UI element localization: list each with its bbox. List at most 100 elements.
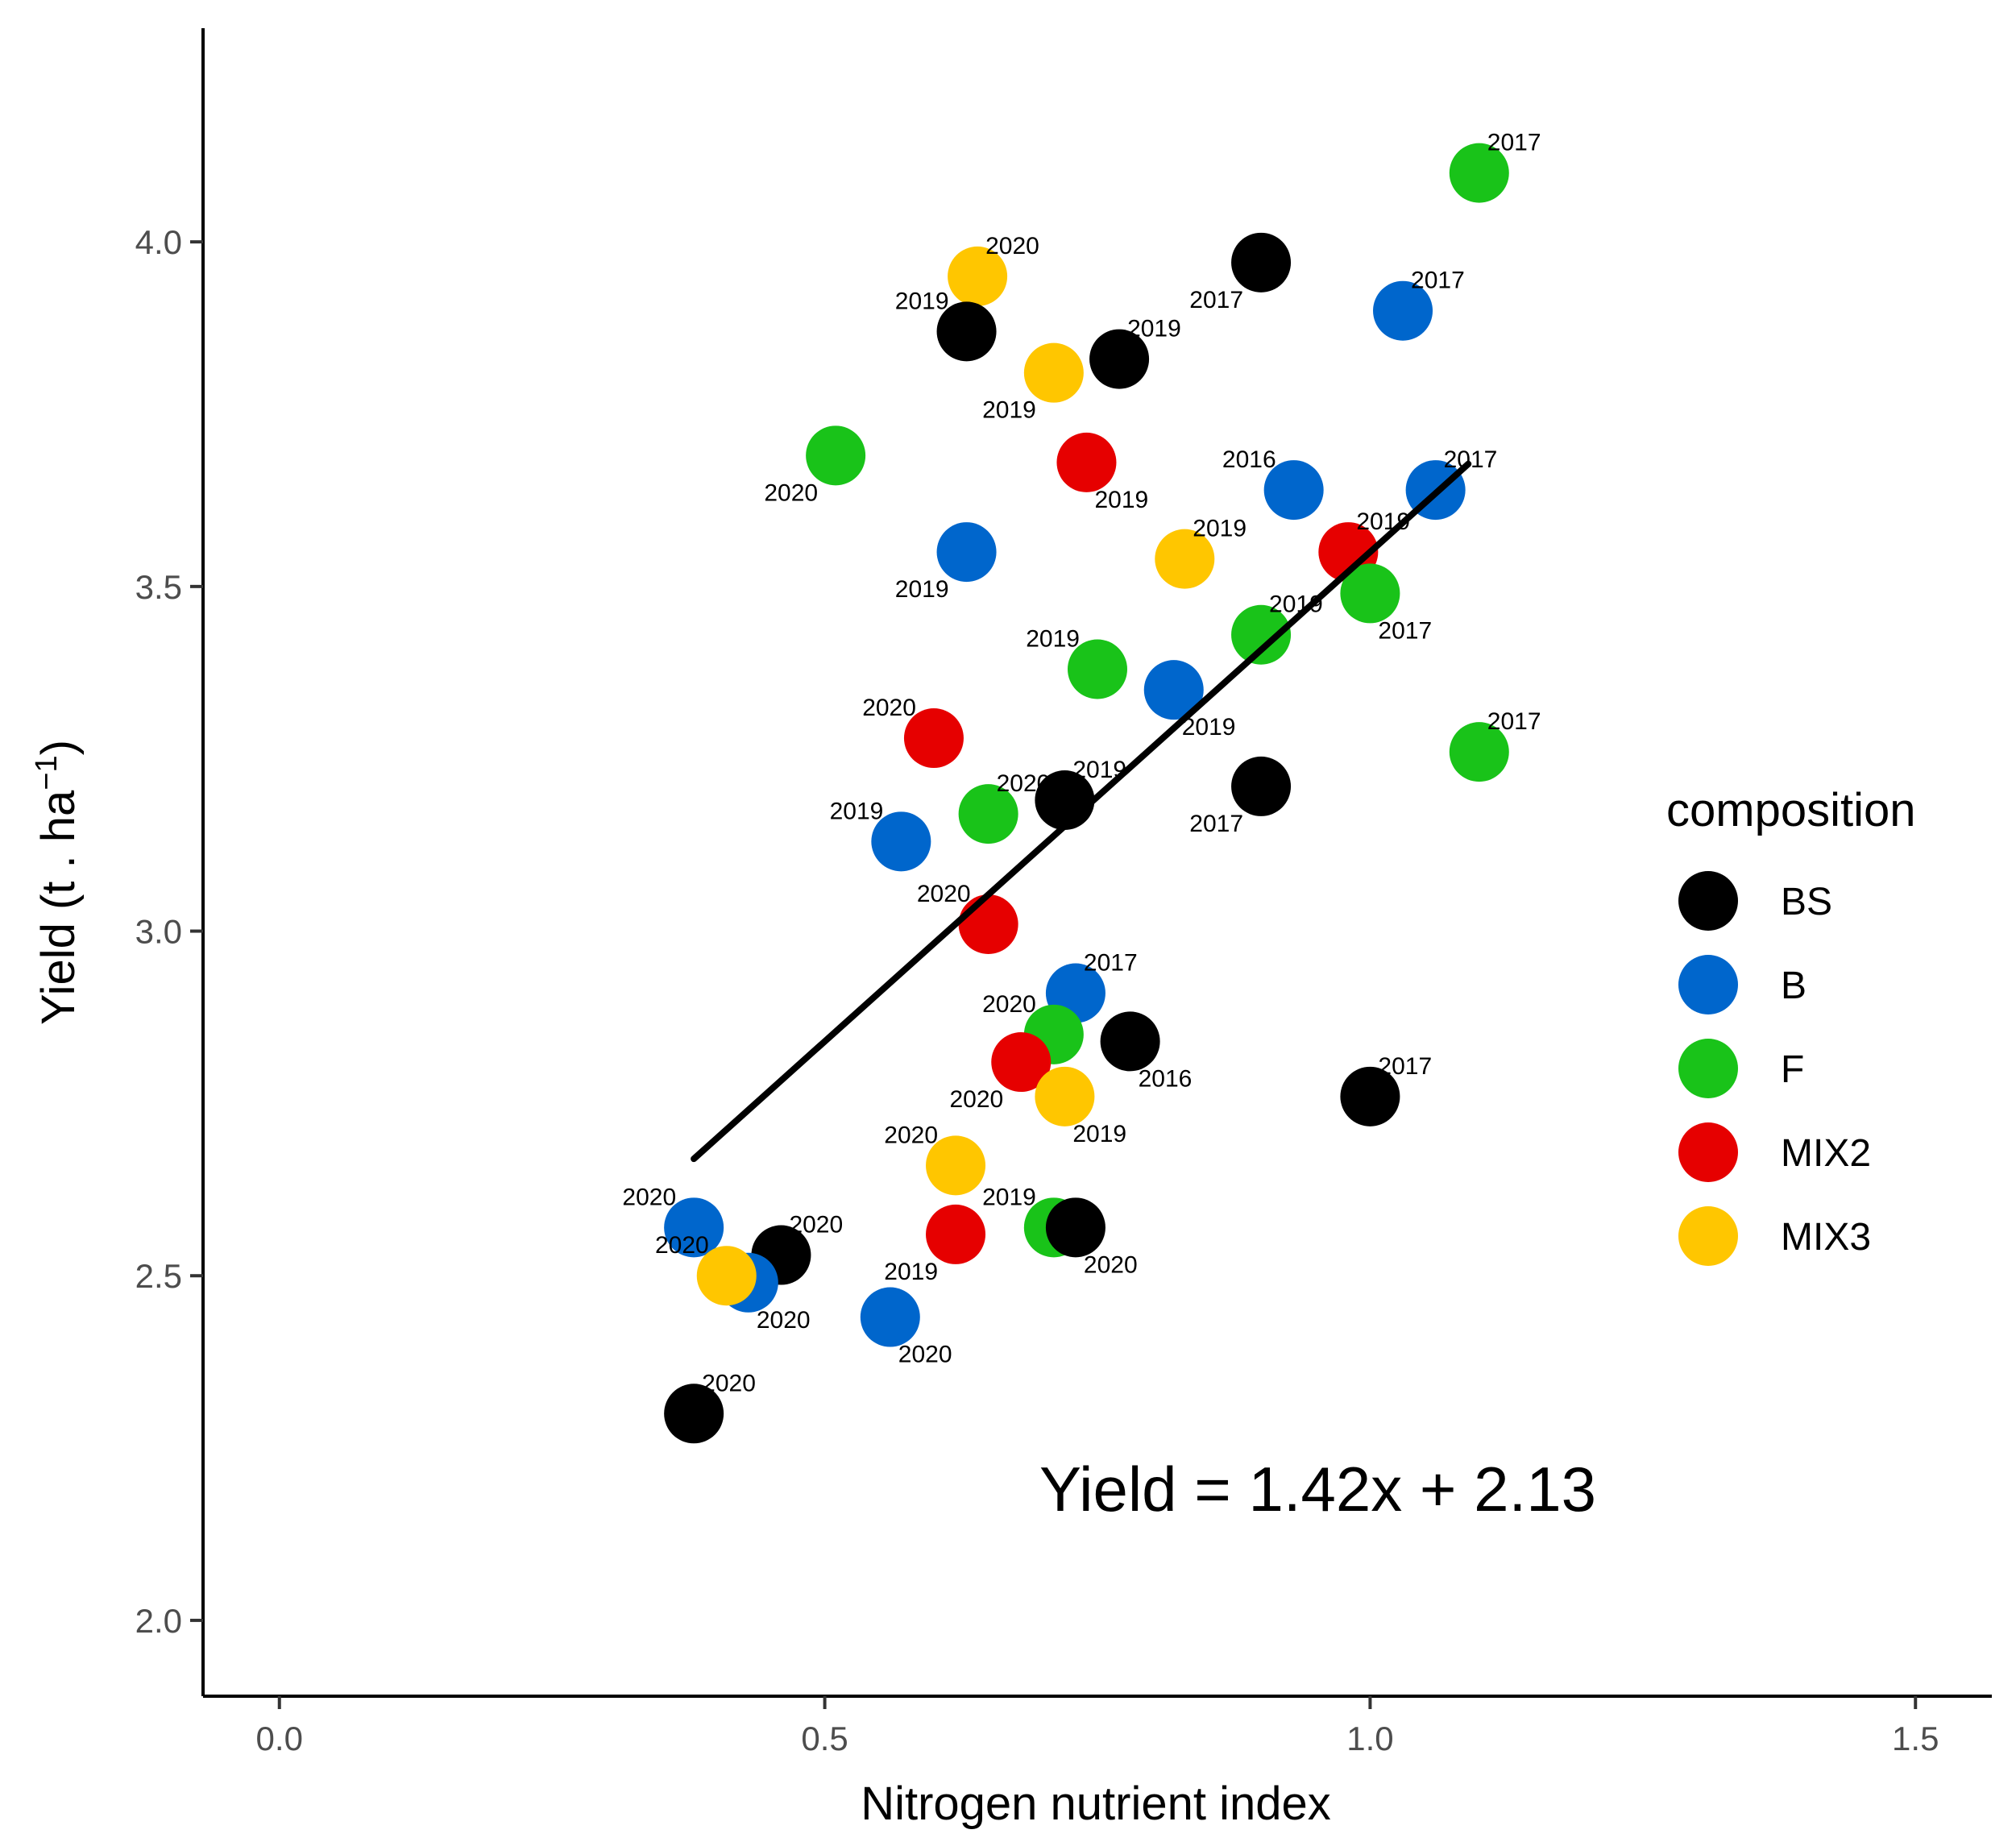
point-year-label: 2020 <box>982 991 1036 1018</box>
data-point-f <box>1340 563 1400 624</box>
y-tick-label: 4.0 <box>135 223 182 261</box>
point-year-label: 2020 <box>997 770 1051 797</box>
data-point-f <box>1231 604 1292 665</box>
x-tick-label: 1.0 <box>1346 1720 1393 1757</box>
y-tick-label: 3.5 <box>135 568 182 606</box>
data-point-bs <box>1340 1066 1400 1126</box>
x-axis-title: Nitrogen nutrient index <box>861 1778 1331 1830</box>
point-year-label: 2019 <box>1182 714 1236 741</box>
point-year-label: 2016 <box>1139 1065 1193 1092</box>
point-year-label: 2020 <box>764 479 818 506</box>
point-year-label: 2019 <box>1127 316 1181 342</box>
point-year-label: 2020 <box>622 1184 676 1210</box>
data-points <box>664 143 1509 1444</box>
y-axis-title: Yield (t . ha−1) <box>30 740 85 1025</box>
point-year-label: 2020 <box>949 1086 1003 1113</box>
point-year-label: 2017 <box>1378 617 1432 644</box>
fit-line <box>691 460 1472 1163</box>
x-tick-label: 0.0 <box>256 1720 303 1757</box>
point-year-label: 2020 <box>917 881 971 907</box>
legend: composition BS BF MIX2 MIX3 <box>1666 784 1915 1266</box>
point-year-label: 2019 <box>830 798 884 824</box>
point-year-label: 2020 <box>789 1212 843 1238</box>
legend-swatch-b <box>1678 955 1738 1014</box>
x-ticks: 0.0 0.5 1.0 1.5 <box>256 1696 1939 1757</box>
legend-label-bs: BS <box>1781 881 1832 923</box>
point-year-label: 2019 <box>982 1184 1036 1210</box>
data-point-b <box>1263 460 1324 521</box>
point-year-label: 2020 <box>884 1122 938 1148</box>
point-year-label: 2017 <box>1487 708 1541 735</box>
point-year-label: 2020 <box>898 1342 952 1368</box>
data-point-mix3 <box>1035 1066 1095 1126</box>
data-point-mix2 <box>926 1204 986 1264</box>
point-year-label: 2019 <box>884 1259 938 1285</box>
y-axis-title-close: ) <box>32 740 85 755</box>
point-year-label: 2019 <box>982 397 1036 424</box>
point-year-label: 2020 <box>862 695 916 721</box>
y-ticks: 2.0 2.5 3.0 3.5 4.0 <box>135 223 203 1640</box>
data-point-f <box>1449 143 1509 203</box>
point-year-label: 2019 <box>1026 625 1080 652</box>
point-year-label: 2017 <box>1487 130 1541 156</box>
data-point-bs <box>1045 1197 1105 1258</box>
point-year-label: 2019 <box>895 576 949 603</box>
point-year-label: 2016 <box>1222 446 1276 473</box>
data-point-mix3 <box>1155 529 1215 589</box>
point-year-label: 2020 <box>985 233 1039 259</box>
data-point-b <box>871 811 931 872</box>
data-point-mix2 <box>991 1032 1052 1093</box>
x-tick-label: 1.5 <box>1892 1720 1939 1757</box>
axes <box>201 28 1992 1698</box>
data-point-b <box>860 1287 920 1347</box>
y-tick-label: 2.5 <box>135 1257 182 1295</box>
point-year-label: 2019 <box>1094 487 1148 513</box>
data-point-bs <box>1231 756 1292 816</box>
legend-label-f: F <box>1781 1048 1804 1091</box>
legend-swatch-mix2 <box>1678 1122 1738 1182</box>
data-point-mix2 <box>903 708 964 769</box>
data-point-f <box>1449 722 1509 782</box>
data-point-b <box>1373 280 1433 341</box>
data-point-bs <box>1231 232 1292 293</box>
point-labels: 2017 2020 2017 2017 2019 2019 2019 2020 2019 2016… <box>622 130 1541 1397</box>
point-year-label: 2017 <box>1444 446 1498 473</box>
y-tick-label: 2.0 <box>135 1602 182 1640</box>
legend-title: composition <box>1666 784 1915 836</box>
legend-label-mix3: MIX3 <box>1781 1216 1871 1259</box>
point-year-label: 2019 <box>895 288 949 314</box>
legend-label-mix2: MIX2 <box>1781 1132 1871 1175</box>
legend-swatch-f <box>1678 1039 1738 1098</box>
y-axis-title-sup: −1 <box>30 755 64 790</box>
equation-annotation: Yield = 1.42x + 2.13 <box>1039 1454 1596 1525</box>
point-year-label: 2017 <box>1189 287 1243 313</box>
y-axis-title-main: Yield (t . ha <box>32 790 85 1025</box>
data-point-f <box>958 784 1018 844</box>
data-point-f <box>806 425 866 486</box>
point-year-label: 2019 <box>1193 516 1247 542</box>
point-year-label: 2020 <box>702 1370 756 1396</box>
point-year-label: 2020 <box>757 1307 811 1334</box>
data-point-b <box>936 522 997 583</box>
y-tick-label: 3.0 <box>135 913 182 951</box>
data-point-bs <box>936 301 997 362</box>
data-point-b <box>1143 660 1204 720</box>
legend-label-b: B <box>1781 965 1807 1007</box>
data-point-mix3 <box>948 246 1008 306</box>
data-point-f <box>1068 639 1127 699</box>
data-point-mix3 <box>696 1246 757 1306</box>
data-point-bs <box>1100 1011 1160 1072</box>
data-point-mix3 <box>926 1135 986 1196</box>
data-point-mix3 <box>1023 342 1084 403</box>
point-year-label: 2019 <box>1072 1121 1126 1147</box>
data-point-bs <box>1089 329 1150 389</box>
point-year-label: 2017 <box>1378 1053 1432 1080</box>
point-year-label: 2020 <box>1084 1251 1138 1278</box>
point-year-label: 2017 <box>1084 950 1138 977</box>
legend-entries: BS BF MIX2 MIX3 <box>1678 871 1871 1266</box>
x-tick-label: 0.5 <box>801 1720 848 1757</box>
legend-swatch-mix3 <box>1678 1206 1738 1266</box>
point-year-label: 2017 <box>1189 811 1243 837</box>
point-year-label: 2020 <box>655 1232 709 1259</box>
